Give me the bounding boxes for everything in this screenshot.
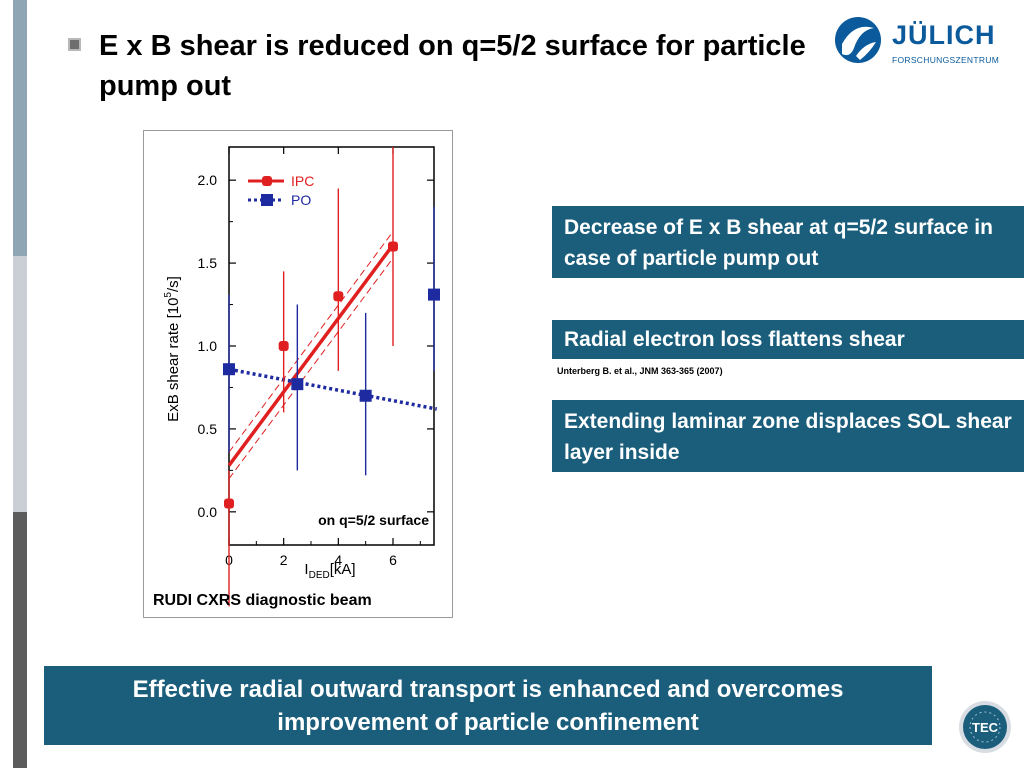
legend-label-po: PO xyxy=(291,192,311,208)
left-stripe-bottom xyxy=(0,512,27,768)
y-tick-label-4: 2.0 xyxy=(198,172,218,188)
x-axis-label-sub: DED xyxy=(309,570,330,581)
plot-frame xyxy=(228,146,435,546)
fit-lines-group xyxy=(227,231,438,479)
po-point-0 xyxy=(223,363,235,376)
ipc-fit-band-0 xyxy=(228,257,394,479)
chart-annotation: on q=5/2 surface xyxy=(318,512,429,528)
slide-title: E x B shear is reduced on q=5/2 surface … xyxy=(99,30,806,102)
ipc-point-0 xyxy=(224,498,234,509)
left-stripe-middle xyxy=(0,256,27,512)
left-stripe-middle-bar xyxy=(13,256,27,512)
y-tick-label-1: 0.5 xyxy=(198,421,218,437)
ipc-fit-line xyxy=(227,243,395,467)
ticks-group: 0.00.51.01.52.00246 xyxy=(198,147,434,568)
julich-emblem-icon xyxy=(835,17,881,63)
info-box-shear-decrease: Decrease of E x B shear at q=5/2 surface… xyxy=(552,206,1024,278)
po-point-1 xyxy=(291,378,304,391)
ipc-point-3 xyxy=(388,241,398,252)
x-axis-label-end: [kA] xyxy=(330,561,356,578)
info-box-laminar-zone: Extending laminar zone displaces SOL she… xyxy=(552,400,1024,472)
legend-label-ipc: IPC xyxy=(291,173,314,189)
julich-logo: JÜLICH FORSCHUNGSZENTRUM xyxy=(834,14,1004,70)
x-axis-label: IDED[kA] xyxy=(304,561,355,581)
square-bullet-icon xyxy=(68,38,81,51)
ipc-point-2 xyxy=(333,291,344,302)
y-tick-label-2: 1.0 xyxy=(198,338,218,354)
info-box-radial-loss: Radial electron loss flattens shear xyxy=(552,320,1024,359)
x-tick-label-1: 2 xyxy=(280,552,288,568)
ipc-fit-band-1 xyxy=(228,231,394,453)
po-fit-line xyxy=(228,367,438,411)
left-stripe-bottom-bar xyxy=(13,512,27,768)
conclusion-box: Effective radial outward transport is en… xyxy=(44,666,932,745)
ipc-point-1 xyxy=(278,341,289,351)
data-points-group xyxy=(223,241,440,509)
logo-subtitle: FORSCHUNGSZENTRUM xyxy=(892,55,1000,65)
y-axis-label-end: /s] xyxy=(165,276,182,292)
x-tick-label-3: 6 xyxy=(389,552,397,568)
x-tick-label-2: 4 xyxy=(334,552,342,568)
y-axis-label-main: ExB shear rate [10 xyxy=(165,298,182,422)
y-axis-label-sup: 5 xyxy=(163,292,174,298)
y-tick-label-3: 1.5 xyxy=(198,255,218,271)
x-axis-label-main: I xyxy=(304,561,308,578)
tec-emblem-icon: TEC xyxy=(959,701,1011,753)
tec-badge: TEC xyxy=(958,700,1012,754)
tec-badge-label: TEC xyxy=(972,720,999,735)
reference-citation: Unterberg B. et al., JNM 363-365 (2007) xyxy=(557,366,723,376)
legend: IPC PO xyxy=(248,173,314,208)
left-stripe-top-bar xyxy=(13,0,27,256)
y-tick-label-0: 0.0 xyxy=(198,504,218,520)
legend-marker-po xyxy=(261,194,273,206)
logo-name: JÜLICH xyxy=(892,20,996,50)
chart-caption: RUDI CXRS diagnostic beam xyxy=(153,592,372,609)
po-point-2 xyxy=(359,389,372,402)
po-point-3 xyxy=(428,288,440,301)
y-axis-label: ExB shear rate [105/s] xyxy=(163,276,182,422)
left-stripe-top xyxy=(0,0,27,256)
legend-marker-ipc xyxy=(262,176,272,186)
